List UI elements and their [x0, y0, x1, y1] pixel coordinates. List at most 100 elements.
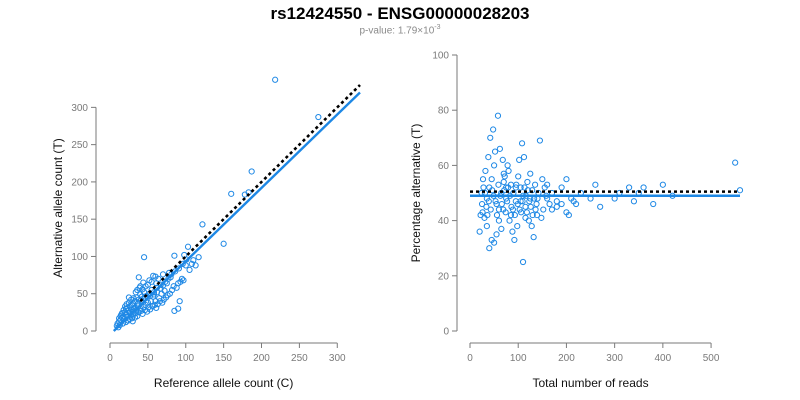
data-point [531, 181, 539, 188]
x-tick-label: 150 [215, 353, 232, 364]
data-point [493, 211, 501, 219]
data-point [503, 184, 510, 191]
data-point [533, 200, 540, 208]
data-point [485, 154, 492, 161]
y-tick-label: 50 [77, 289, 89, 300]
data-point [119, 310, 126, 317]
data-point [540, 206, 547, 213]
data-point [558, 184, 565, 191]
data-point [137, 307, 145, 314]
data-point [146, 277, 153, 284]
data-point [489, 187, 496, 194]
x-axis-ticks: 0 100 200 300 400 500 [467, 343, 720, 364]
data-point [140, 254, 148, 261]
data-point [532, 206, 539, 213]
data-point [228, 190, 235, 197]
data-point [507, 211, 515, 219]
chart-title: rs12424550 - ENSG00000028203 [270, 4, 530, 23]
x-axis-label: Total number of reads [533, 376, 649, 390]
x-tick-label: 200 [253, 353, 270, 364]
data-point [736, 187, 744, 194]
data-point [176, 298, 183, 305]
data-point [520, 154, 528, 161]
data-point [190, 257, 197, 264]
data-point [570, 198, 577, 205]
x-tick-label: 100 [177, 353, 194, 364]
data-point [522, 203, 529, 210]
data-point [500, 178, 507, 186]
y-axis-ticks: 0 20 40 60 80 100 [432, 51, 457, 338]
y-axis-label: Alternative allele count (T) [51, 138, 65, 277]
data-point [525, 217, 532, 224]
data-point [495, 181, 502, 188]
data-point [518, 140, 526, 147]
data-point [526, 198, 533, 205]
data-point [159, 271, 167, 278]
data-point [493, 231, 500, 238]
data-point [136, 284, 143, 291]
data-point [505, 167, 512, 175]
y-tick-label: 0 [82, 327, 88, 338]
data-point [513, 181, 520, 188]
data-point [563, 176, 570, 183]
data-point [150, 272, 157, 279]
data-point [530, 234, 537, 241]
data-point [498, 200, 505, 208]
data-point [732, 159, 739, 166]
data-point [498, 225, 505, 232]
chart-subtitle: p-value: 1.79×10-3 [0, 24, 800, 36]
data-point [220, 240, 227, 247]
data-point [519, 258, 527, 266]
data-point [650, 200, 657, 208]
x-tick-label: 200 [558, 353, 575, 364]
data-point [485, 198, 492, 205]
x-tick-label: 250 [291, 353, 308, 364]
data-point [151, 301, 158, 309]
data-point [147, 292, 154, 300]
fit-line [112, 91, 361, 332]
y-tick-label: 80 [438, 106, 450, 117]
data-point [527, 203, 534, 210]
data-point [494, 112, 502, 119]
data-point [115, 324, 122, 331]
data-point [482, 167, 489, 175]
data-point [186, 266, 193, 273]
data-point [528, 223, 535, 230]
data-point [272, 76, 279, 83]
data-point [626, 184, 633, 191]
y-tick-label: 60 [438, 161, 450, 172]
reference-line [139, 84, 361, 303]
data-point [478, 200, 486, 208]
data-point [509, 206, 517, 213]
y-tick-label: 150 [71, 215, 88, 226]
data-point [172, 268, 179, 275]
y-tick-label: 300 [71, 103, 88, 114]
data-point [514, 223, 521, 230]
y-tick-label: 40 [438, 216, 450, 227]
data-point [159, 299, 166, 306]
y-tick-label: 0 [443, 327, 449, 338]
data-point [175, 305, 182, 312]
data-point [548, 206, 556, 213]
data-point [502, 209, 509, 216]
data-point [135, 274, 142, 281]
data-point [170, 283, 177, 290]
x-tick-label: 500 [703, 353, 720, 364]
data-point [175, 265, 183, 272]
data-point [522, 214, 529, 221]
data-point [490, 126, 497, 133]
data-point [529, 211, 536, 219]
data-point [519, 198, 526, 205]
data-point [130, 295, 137, 302]
data-point [487, 206, 494, 213]
data-point [495, 206, 503, 213]
data-point [504, 198, 511, 205]
data-point [124, 304, 131, 311]
data-point [501, 173, 508, 180]
data-point [511, 236, 518, 244]
data-point [171, 252, 178, 259]
data-point [487, 134, 494, 141]
data-point [192, 262, 199, 269]
data-point [544, 181, 551, 188]
